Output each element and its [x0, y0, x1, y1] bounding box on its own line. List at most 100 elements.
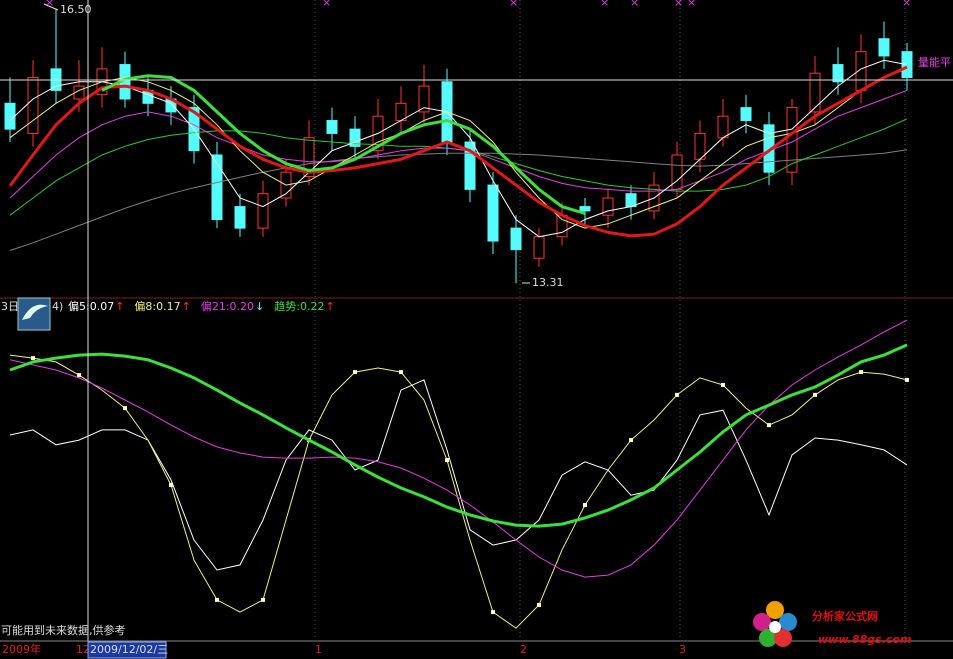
petal — [779, 613, 797, 631]
marker — [905, 377, 909, 382]
marker: × — [600, 0, 609, 9]
marker — [859, 370, 863, 375]
candle-body — [73, 85, 85, 100]
x-label: 2009/12/02/三 — [90, 643, 168, 656]
candle-body — [349, 128, 361, 147]
candle-body — [602, 197, 614, 216]
line — [9, 68, 908, 229]
min-label: 13.31 — [532, 276, 564, 289]
legend-arrow: ↓ — [255, 300, 264, 313]
marker — [353, 370, 357, 375]
watermark-title: 分析家公式网 — [812, 609, 878, 623]
candle-body — [211, 154, 223, 221]
candle-body — [487, 184, 499, 242]
candle-body — [809, 72, 821, 113]
footnote: 可能用到未来数据,供参考 — [1, 623, 126, 637]
marker: × — [674, 0, 683, 9]
candle-body — [418, 85, 430, 113]
line — [9, 343, 908, 528]
logo-shape — [22, 304, 48, 320]
marker — [583, 503, 587, 508]
candle-body — [786, 107, 798, 173]
marker — [77, 373, 81, 378]
line — [9, 379, 908, 571]
center — [769, 621, 781, 633]
legend-entry: 偏5:0.07 — [68, 299, 114, 313]
candle-body — [303, 137, 315, 177]
marker — [767, 423, 771, 428]
candle-body — [832, 64, 844, 83]
marker: × — [45, 0, 54, 9]
date-highlight — [87, 641, 167, 659]
petal — [766, 601, 784, 619]
candle-body — [625, 193, 637, 208]
line — [101, 74, 586, 215]
candle-body — [27, 76, 39, 134]
marker — [169, 482, 173, 487]
candle-body — [234, 206, 246, 229]
candle-body — [510, 227, 522, 251]
legend-arrow: ↑ — [115, 300, 124, 313]
candle-body — [4, 102, 16, 130]
candle-body — [740, 107, 752, 122]
marker — [721, 383, 725, 387]
marker — [31, 356, 35, 361]
candle-body — [878, 38, 890, 57]
candle-body — [579, 206, 591, 212]
marker — [399, 370, 403, 375]
legend-arrow: ↑ — [182, 300, 191, 313]
marker — [491, 610, 495, 615]
marker — [445, 458, 449, 463]
logo — [17, 297, 51, 331]
marker — [629, 438, 633, 443]
line — [9, 354, 908, 629]
x-label: 12 — [76, 643, 90, 656]
legend-arrow: ↑ — [325, 300, 334, 313]
candle-body — [671, 154, 683, 190]
candle-body — [395, 102, 407, 122]
line — [9, 319, 908, 578]
marker — [675, 392, 679, 397]
petal — [759, 629, 777, 647]
x-label: 2 — [520, 643, 527, 656]
marker — [215, 597, 219, 602]
marker: × — [687, 0, 696, 9]
max-arrow — [43, 3, 59, 11]
price-panel — [4, 8, 913, 284]
line — [9, 149, 908, 251]
marker — [813, 392, 817, 397]
grid — [314, 0, 906, 640]
candle-body — [326, 120, 338, 134]
candle-body — [717, 115, 729, 139]
marker — [537, 602, 541, 607]
candle-body — [257, 193, 269, 229]
x-label: 2009年 — [2, 642, 41, 656]
legend: 偏5:0.07 ↑ 偏8:0.17 ↑ 偏21:0.20 ↓ 趋势:0.22 ↑ — [68, 299, 335, 313]
param: 4) — [52, 300, 63, 313]
time-axis — [0, 641, 953, 659]
x-label: 1 — [315, 643, 322, 656]
max-label: 16.50 — [60, 3, 92, 16]
marker: × — [630, 0, 639, 9]
marker: × — [902, 0, 911, 9]
marker — [261, 597, 265, 602]
line — [8, 65, 908, 238]
legend-entry: 趋势:0.22 — [274, 300, 324, 313]
watermark-logo — [753, 601, 797, 647]
candle-body — [464, 141, 476, 190]
petal — [774, 629, 792, 647]
marker — [123, 406, 127, 411]
marker: × — [322, 0, 331, 9]
petal — [753, 613, 771, 631]
legend-entry: 偏8:0.17 — [134, 299, 180, 313]
candle-body — [533, 236, 545, 259]
line — [9, 89, 908, 199]
period: 3日 — [1, 300, 19, 313]
marker: × — [509, 0, 518, 9]
watermark-url: www.88gs.com — [818, 633, 911, 646]
annotation: 量能平 — [918, 55, 951, 69]
x-label: 3 — [679, 643, 686, 656]
indicator-panel — [9, 319, 909, 629]
legend-entry: 偏21:0.20 — [201, 299, 254, 313]
